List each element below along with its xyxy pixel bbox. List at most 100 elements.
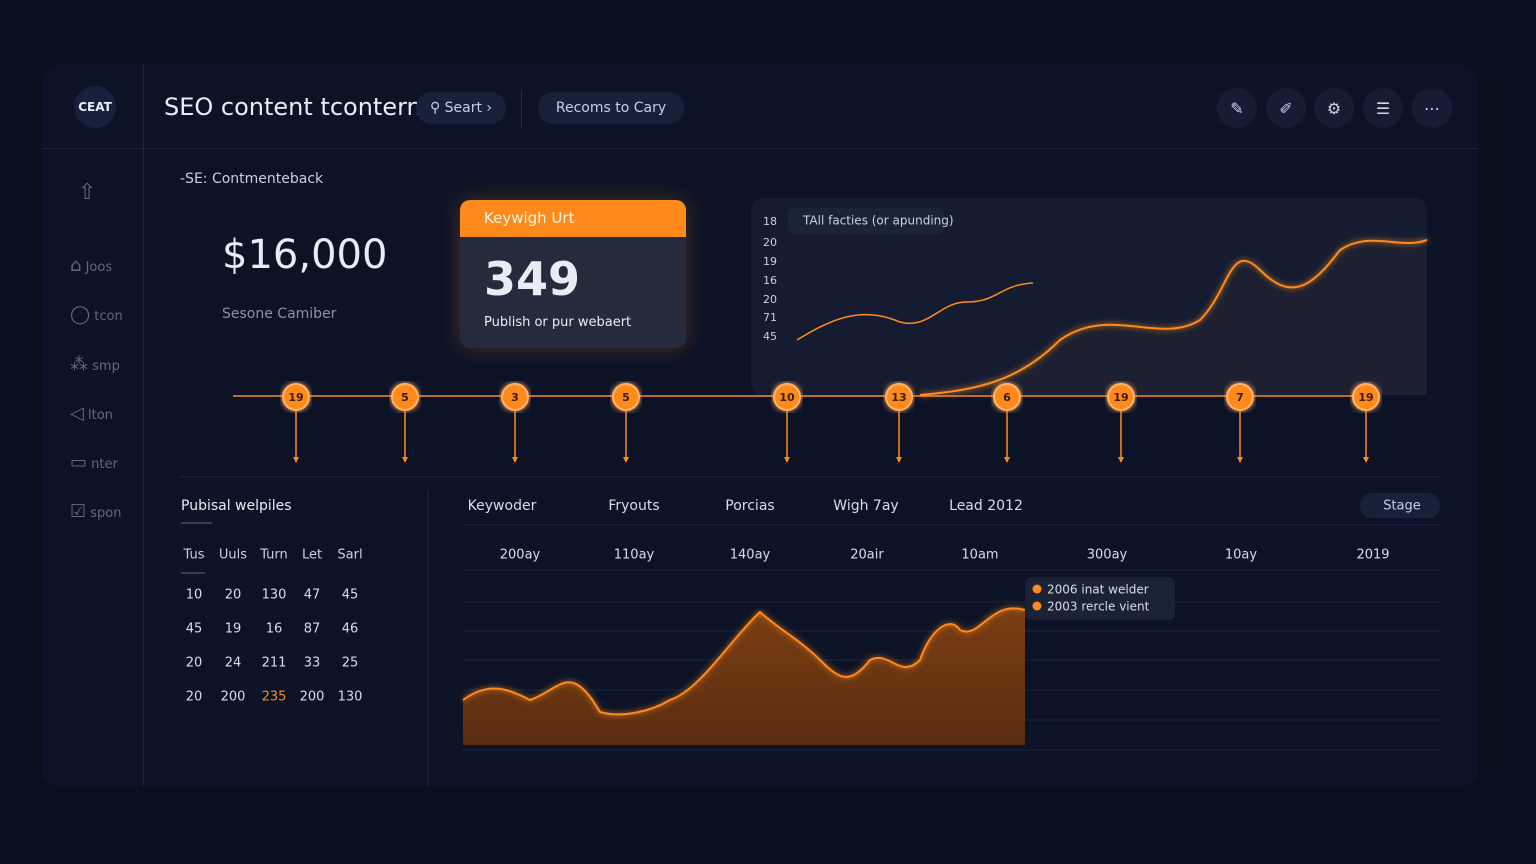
- legend-swatch: [1032, 584, 1042, 594]
- logo: CEAT: [74, 86, 116, 128]
- timeline-label: 7: [1236, 391, 1244, 404]
- table-cell: 130: [338, 690, 363, 705]
- timeline-label: 19: [1358, 391, 1373, 404]
- sidebar-item[interactable]: ◁ lton: [70, 403, 113, 424]
- column-label: 2019: [1356, 548, 1389, 563]
- timeline-arrow: [896, 457, 902, 463]
- column-label: 300ay: [1087, 548, 1128, 563]
- timeline-arrow: [402, 457, 408, 463]
- table-cell: 19: [225, 622, 242, 637]
- icon-button[interactable]: ⚙: [1314, 88, 1354, 128]
- trend-title: TAll facties (or apunding): [802, 214, 954, 228]
- timeline-label: 5: [622, 391, 630, 404]
- icon-button[interactable]: ⋯: [1412, 88, 1452, 128]
- tab: Porcias: [725, 498, 774, 514]
- timeline-node: [1107, 383, 1135, 411]
- sidebar-icon[interactable]: ⇧: [78, 180, 97, 205]
- column-label: 110ay: [614, 548, 655, 563]
- card-caption: Publish or pur webaert: [484, 315, 632, 330]
- timeline-arrow: [784, 457, 790, 463]
- trend-axis-label: 19: [763, 255, 777, 268]
- sidebar-item[interactable]: ▭ nter: [70, 452, 118, 473]
- dropdown-label: Stage: [1383, 499, 1421, 514]
- table-header: Let: [302, 548, 322, 563]
- table-cell: 200: [221, 690, 246, 705]
- table-cell: 46: [342, 622, 359, 637]
- icon-button[interactable]: ☰: [1363, 88, 1403, 128]
- button[interactable]: Recoms to Cary: [538, 92, 684, 124]
- timeline-label: 3: [511, 391, 519, 404]
- timeline-arrow: [293, 457, 299, 463]
- trend-axis-label: 45: [763, 330, 777, 343]
- sidebar-label: lton: [87, 408, 113, 423]
- table-cell: 235: [262, 690, 287, 705]
- timeline-node: [1226, 383, 1254, 411]
- table-header: Turn: [259, 548, 288, 563]
- column-label: 20air: [850, 548, 884, 563]
- sidebar-label: tcon: [94, 309, 123, 324]
- timeline-label: 5: [401, 391, 409, 404]
- table-cell: 20: [186, 656, 203, 671]
- timeline-arrow: [1363, 457, 1369, 463]
- traffic-area: [463, 608, 1025, 745]
- icon-button[interactable]: ✎: [1217, 88, 1257, 128]
- timeline-node: [1352, 383, 1380, 411]
- trend-line: [796, 282, 1034, 341]
- tab: Wigh 7ay: [833, 498, 898, 514]
- timeline-label: 10: [779, 391, 795, 404]
- amount: $16,000: [222, 232, 388, 278]
- tab: Lead 2012: [949, 498, 1023, 514]
- table-header: Tus: [183, 548, 205, 563]
- divider: [143, 64, 144, 786]
- legend: [1025, 577, 1175, 620]
- sidebar-item[interactable]: ☑ spon: [70, 501, 122, 522]
- amount-label: Sesone Camiber: [222, 306, 337, 322]
- trend-label-bg: [788, 208, 944, 234]
- trend-line: [919, 239, 1428, 396]
- sidebar-item[interactable]: ⁂ smp: [70, 354, 120, 375]
- timeline-label: 19: [1113, 391, 1128, 404]
- table-cell: 87: [304, 622, 321, 637]
- sidebar-label: nter: [91, 457, 118, 472]
- table-cell: 130: [262, 588, 287, 603]
- sidebar-item[interactable]: ⌂ Joos: [70, 255, 113, 276]
- divider: [42, 148, 1478, 149]
- trend-area: [920, 240, 1427, 395]
- table-cell: 33: [304, 656, 321, 671]
- table-cell: 47: [304, 588, 321, 603]
- divider: [521, 90, 522, 128]
- search[interactable]: ⚲ Seart ›: [416, 92, 506, 124]
- timeline-label: 13: [891, 391, 906, 404]
- timeline-node: [885, 383, 913, 411]
- table-cell: 10: [186, 588, 203, 603]
- table-cell: 45: [342, 588, 359, 603]
- column-label: 200ay: [500, 548, 541, 563]
- sidebar-item[interactable]: ◯ tcon: [70, 304, 123, 325]
- timeline-arrow: [1237, 457, 1243, 463]
- card: Keywigh Urt 349 Publish or pur webaert: [460, 200, 686, 348]
- dropdown[interactable]: [1360, 493, 1440, 518]
- tab: Fryouts: [608, 498, 659, 514]
- icon-button[interactable]: ✐: [1266, 88, 1306, 128]
- timeline-node: [993, 383, 1021, 411]
- timeline-node: [612, 383, 640, 411]
- table-title: Pubisal welpiles: [181, 498, 292, 514]
- timeline-node: [773, 383, 801, 411]
- trend-axis-label: 20: [763, 236, 777, 249]
- timeline-label: 19: [288, 391, 303, 404]
- timeline-arrow: [1118, 457, 1124, 463]
- timeline-arrow: [512, 457, 518, 463]
- search-label: Seart: [444, 100, 482, 116]
- card-title: Keywigh Urt: [460, 200, 686, 237]
- table-cell: 211: [262, 656, 287, 671]
- table-cell: 20: [225, 588, 242, 603]
- timeline-arrow: [623, 457, 629, 463]
- timeline-node: [282, 383, 310, 411]
- timeline-node: [501, 383, 529, 411]
- legend-label: 2003 rercle vient: [1047, 600, 1150, 614]
- table-cell: 24: [225, 656, 242, 671]
- sidebar-label: smp: [92, 359, 120, 374]
- app-title: SEO content tconterm: [164, 93, 430, 121]
